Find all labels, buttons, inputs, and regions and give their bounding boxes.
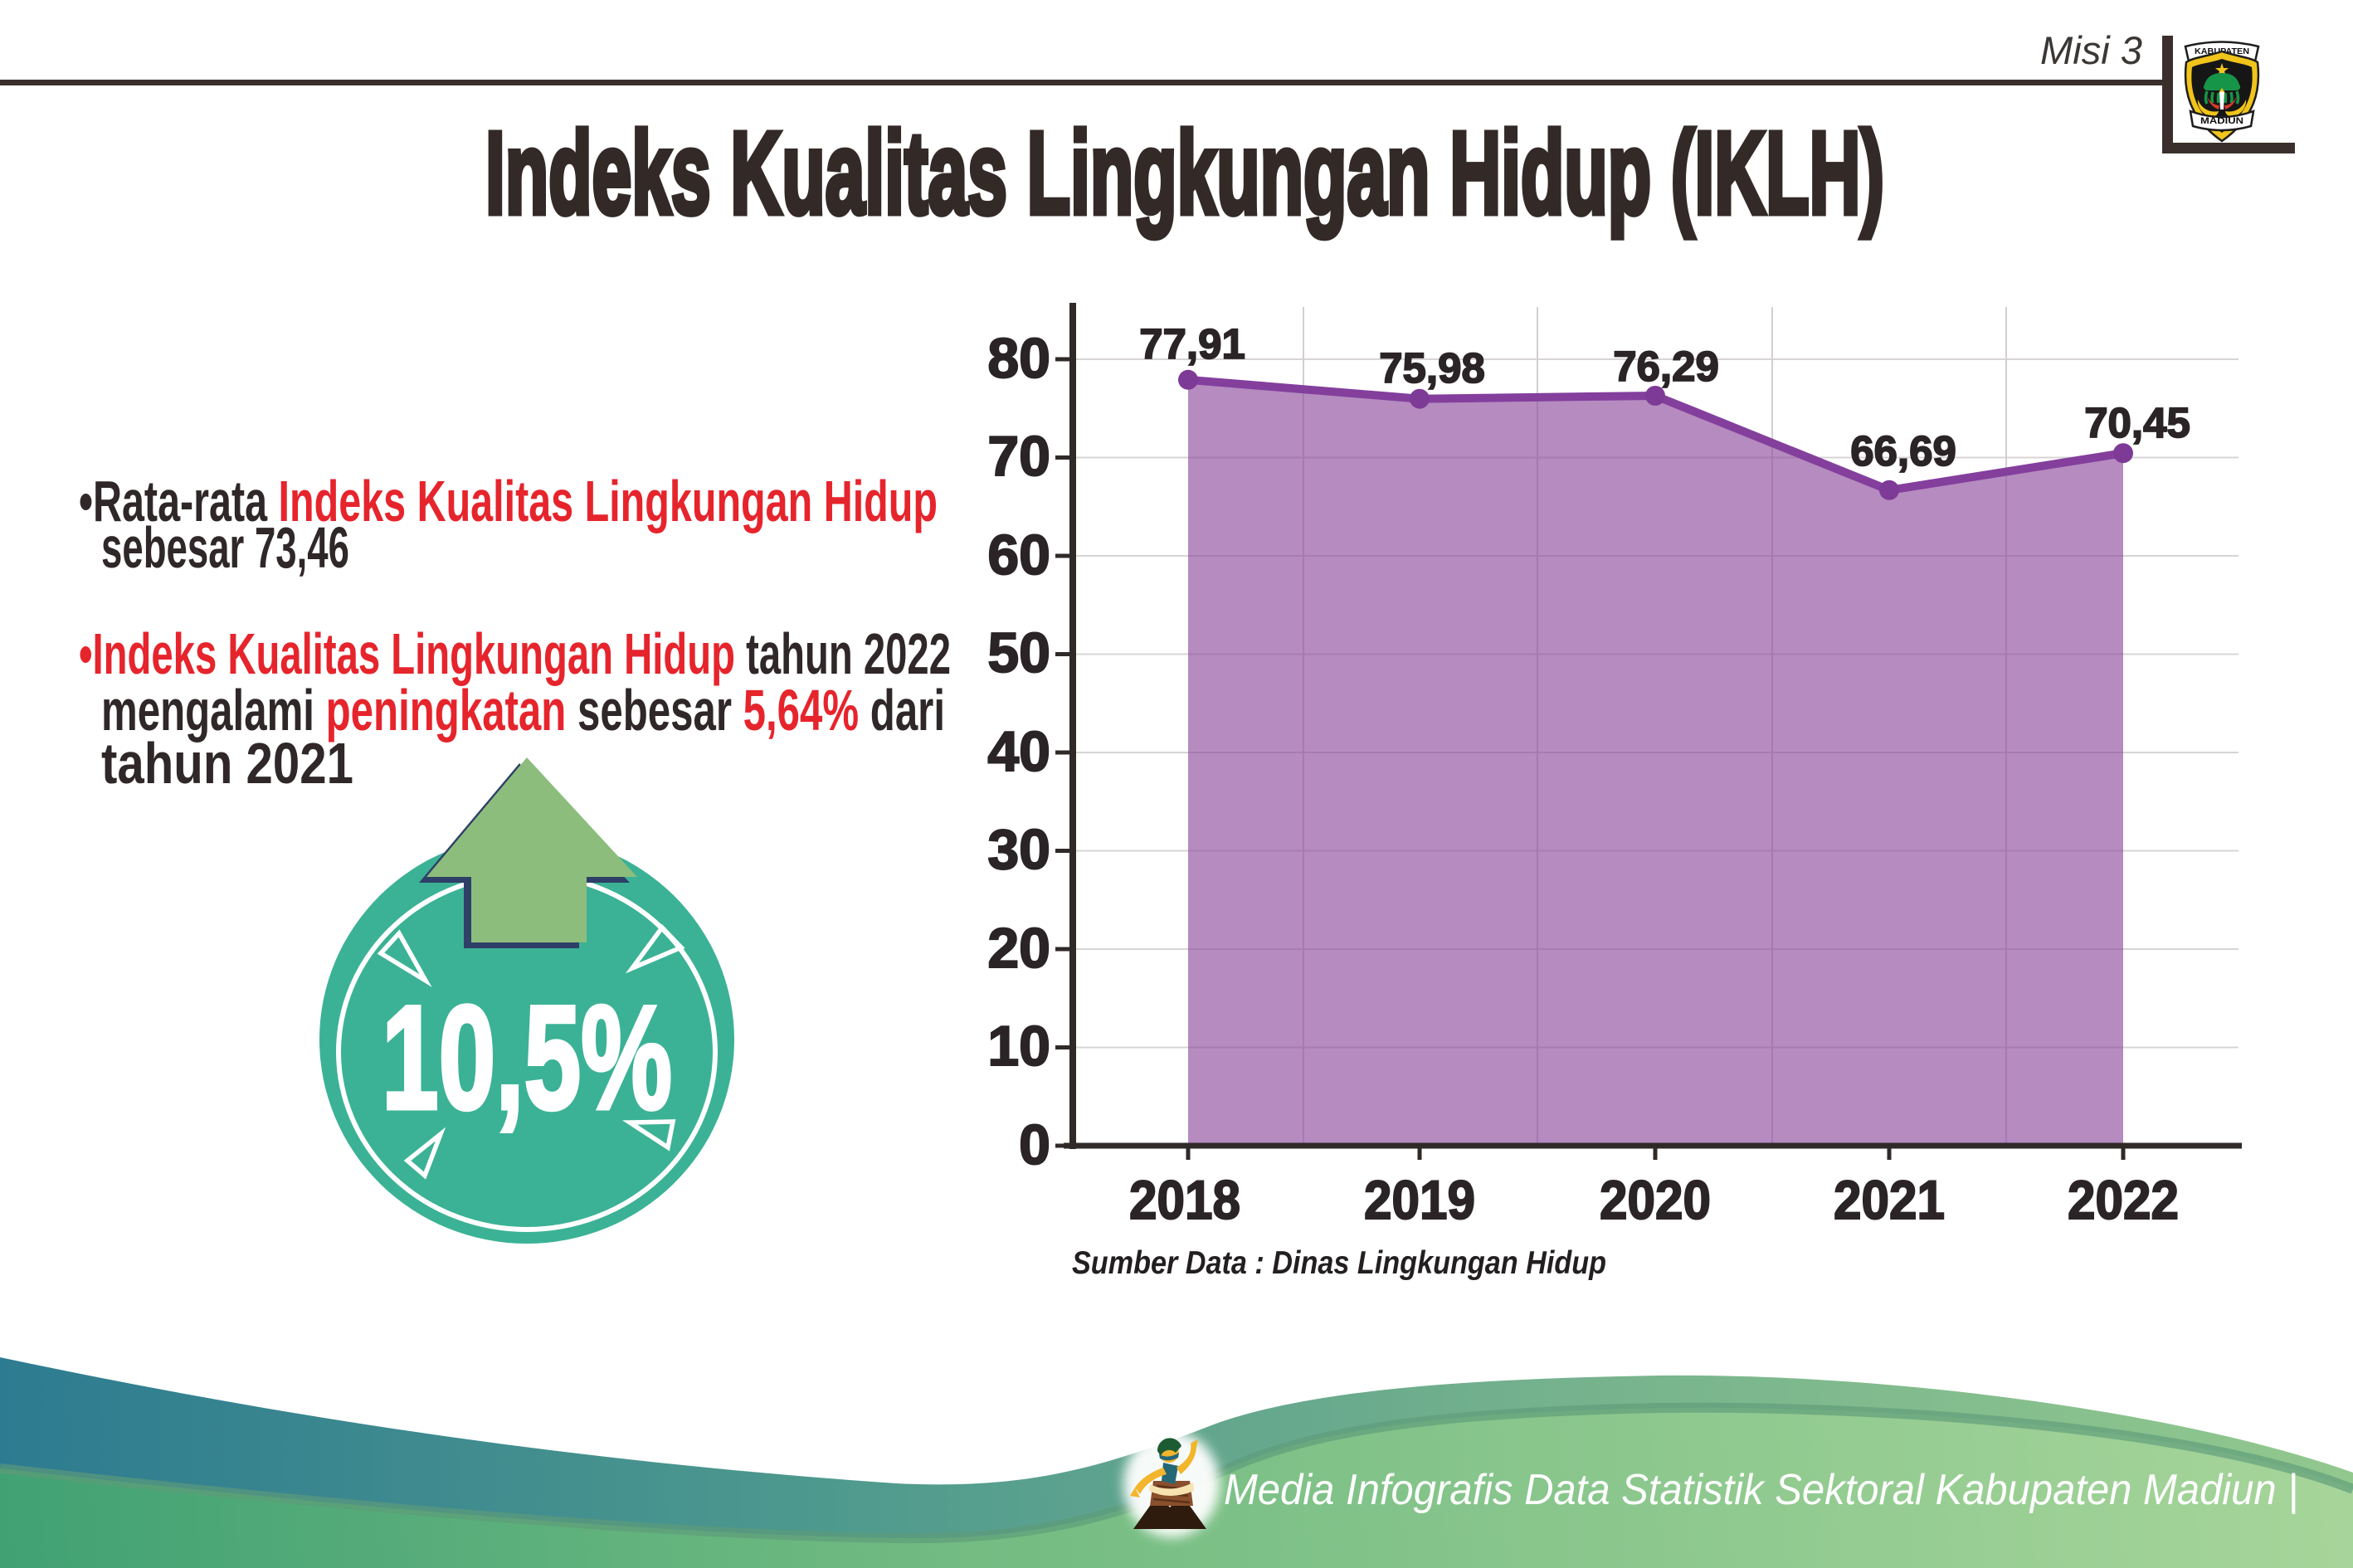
- svg-text:40: 40: [987, 720, 1050, 783]
- svg-text:Misi 3: Misi 3: [2040, 28, 2142, 72]
- svg-text:80: 80: [987, 327, 1050, 390]
- svg-text:66,69: 66,69: [1850, 427, 1956, 475]
- svg-text:sebesar 73,46: sebesar 73,46: [101, 515, 349, 580]
- svg-text:60: 60: [987, 523, 1050, 587]
- svg-text:70: 70: [987, 425, 1050, 488]
- svg-text:0: 0: [1019, 1113, 1050, 1176]
- svg-text:2018: 2018: [1129, 1169, 1240, 1230]
- svg-text:77,91: 77,91: [1139, 320, 1245, 368]
- svg-text:MADIUN: MADIUN: [2200, 116, 2243, 126]
- svg-text:50: 50: [987, 621, 1050, 684]
- svg-text:10,5%: 10,5%: [382, 975, 672, 1140]
- svg-text:20: 20: [987, 917, 1050, 980]
- svg-text:•Rata-rata Indeks Kualitas Lin: •Rata-rata Indeks Kualitas Lingkungan Hi…: [79, 469, 938, 533]
- svg-text:Media Infografis Data Statisti: Media Infografis Data Statistik Sektoral…: [1224, 1466, 2298, 1514]
- svg-text:70,45: 70,45: [2084, 399, 2190, 446]
- svg-text:30: 30: [987, 818, 1050, 881]
- svg-text:76,29: 76,29: [1613, 343, 1719, 390]
- svg-text:tahun 2021: tahun 2021: [101, 731, 353, 796]
- svg-text:2020: 2020: [1600, 1169, 1711, 1230]
- svg-text:10: 10: [987, 1015, 1050, 1078]
- svg-text:75,98: 75,98: [1379, 344, 1485, 392]
- svg-text:2019: 2019: [1364, 1169, 1475, 1230]
- svg-text:Sumber Data : Dinas Lingkungan: Sumber Data : Dinas Lingkungan Hidup: [1072, 1245, 1606, 1281]
- svg-text:Indeks Kualitas Lingkungan Hid: Indeks Kualitas Lingkungan Hidup (IKLH): [485, 107, 1884, 238]
- svg-text:2021: 2021: [1834, 1169, 1945, 1230]
- svg-text:•Indeks Kualitas Lingkungan Hi: •Indeks Kualitas Lingkungan Hidup tahun …: [79, 621, 951, 686]
- svg-text:mengalami peningkatan sebesar: mengalami peningkatan sebesar 5,64% dari: [101, 678, 945, 743]
- svg-text:2022: 2022: [2068, 1169, 2179, 1230]
